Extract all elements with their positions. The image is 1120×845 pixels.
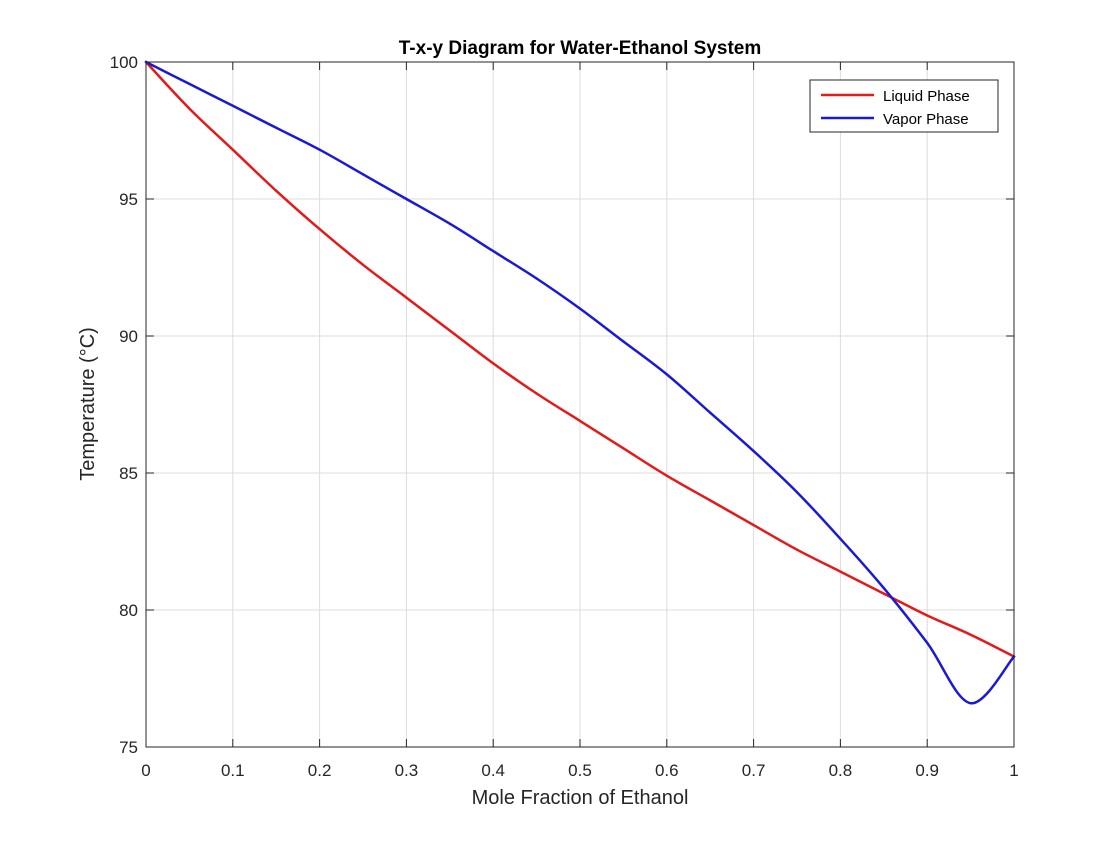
data-point-liquid-phase <box>492 362 495 365</box>
data-point-vapor-phase <box>535 277 538 280</box>
tick-labels: 0 0.1 0.2 0.3 0.4 0.5 0.6 0.7 0.8 0.9 1 75 80 85 90 95 1… <box>110 53 1019 780</box>
data-point-vapor-phase <box>361 173 365 176</box>
legend-box <box>809 79 999 133</box>
data-point-vapor-phase <box>882 586 885 590</box>
data-point-liquid-phase <box>578 419 582 423</box>
y-tick-label: 90 <box>119 327 138 346</box>
data-point-liquid-phase <box>665 474 668 477</box>
data-point-liquid-phase <box>926 614 929 617</box>
data-point-vapor-phase <box>188 82 191 86</box>
x-tick-label: 0.6 <box>655 761 679 780</box>
data-point-liquid-phase <box>318 227 321 231</box>
data-point-liquid-phase <box>275 189 278 192</box>
x-tick-label: 0.5 <box>568 761 592 780</box>
y-tick-label: 100 <box>110 53 138 72</box>
data-point-vapor-phase <box>969 702 972 705</box>
x-axis-label: Mole Fraction of Ethanol <box>472 787 689 809</box>
data-point-vapor-phase <box>448 222 451 225</box>
x-tick-label: 0.8 <box>829 761 853 780</box>
chart-title: T-x-y Diagram for Water-Ethanol System <box>399 38 761 59</box>
x-tick-label: 0.3 <box>395 761 419 780</box>
data-point-liquid-phase <box>361 263 365 266</box>
y-tick-label: 95 <box>119 190 138 209</box>
data-point-vapor-phase <box>926 641 929 645</box>
y-tick-label: 80 <box>119 601 138 620</box>
data-point-liquid-phase <box>709 499 712 502</box>
legend: Liquid Phase Vapor Phase <box>809 79 999 133</box>
data-point-vapor-phase <box>275 126 278 129</box>
ticks <box>145 61 1015 748</box>
x-tick-label: 0.4 <box>481 761 505 780</box>
legend-label-liquid: Liquid Phase <box>883 88 970 105</box>
y-tick-label: 85 <box>119 464 138 483</box>
data-point-vapor-phase <box>492 249 495 253</box>
x-tick-label: 0.9 <box>915 761 939 780</box>
x-tick-label: 0.7 <box>742 761 766 780</box>
data-point-vapor-phase <box>795 491 799 494</box>
data-point-liquid-phase <box>969 633 972 636</box>
data-point-liquid-phase <box>405 296 408 299</box>
data-point-vapor-phase <box>709 411 712 414</box>
data-point-vapor-phase <box>318 148 321 151</box>
y-tick-label: 75 <box>119 738 138 757</box>
x-tick-label: 0.1 <box>221 761 245 780</box>
data-point-liquid-phase <box>839 570 842 573</box>
x-tick-label: 0 <box>141 761 150 780</box>
data-point-vapor-phase <box>622 340 625 343</box>
data-point-liquid-phase <box>622 447 625 450</box>
data-point-liquid-phase <box>535 392 538 395</box>
x-tick-label: 0.2 <box>308 761 332 780</box>
data-point-liquid-phase <box>882 592 885 595</box>
data-point-vapor-phase <box>405 197 408 201</box>
data-point-vapor-phase <box>665 373 668 376</box>
data-point-liquid-phase <box>795 548 799 551</box>
legend-label-vapor: Vapor Phase <box>883 111 969 128</box>
data-point-vapor-phase <box>839 537 842 540</box>
data-point-vapor-phase <box>231 104 234 108</box>
y-axis-label: Temperature (°C) <box>77 327 99 481</box>
data-point-liquid-phase <box>231 148 234 151</box>
data-point-liquid-phase <box>448 329 451 332</box>
data-point-liquid-phase <box>752 523 755 527</box>
x-tick-label: 1 <box>1009 761 1018 780</box>
data-point-liquid-phase <box>188 107 191 110</box>
data-point-vapor-phase <box>752 449 755 453</box>
data-point-vapor-phase <box>578 307 582 310</box>
